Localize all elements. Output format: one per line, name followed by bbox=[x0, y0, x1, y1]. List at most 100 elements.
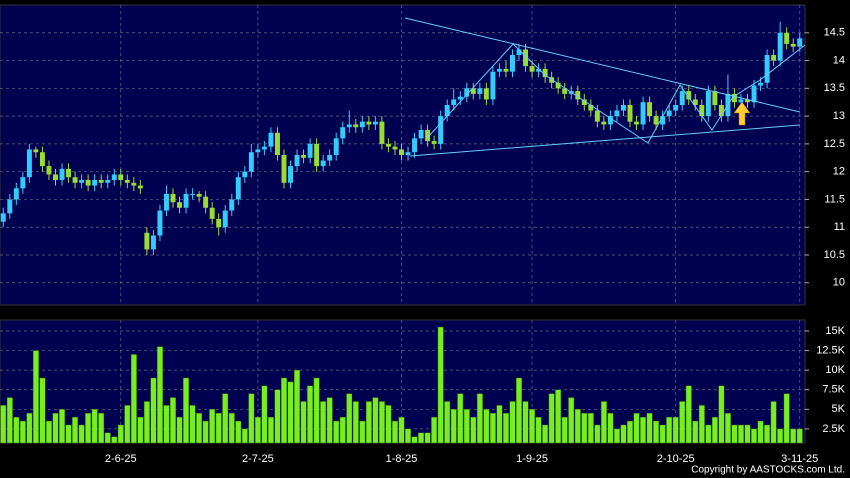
candle-body bbox=[451, 99, 457, 105]
volume-bar bbox=[130, 354, 137, 444]
volume-bar bbox=[672, 416, 679, 444]
volume-bar bbox=[594, 424, 601, 444]
volume-bar bbox=[281, 377, 287, 444]
candle-body bbox=[39, 152, 45, 167]
candle-body bbox=[118, 174, 124, 180]
volume-bar bbox=[457, 393, 464, 444]
volume-bar bbox=[385, 405, 392, 444]
volume-bar bbox=[698, 405, 705, 444]
candle-body bbox=[542, 68, 548, 78]
y-tick-label: 7.5K bbox=[822, 384, 845, 396]
candle-body bbox=[327, 155, 333, 161]
volume-bar bbox=[196, 413, 203, 444]
candle-body bbox=[712, 91, 718, 105]
candle-body bbox=[457, 96, 463, 100]
candle-body bbox=[353, 124, 359, 128]
candle-body bbox=[346, 124, 352, 128]
candle-body bbox=[562, 88, 568, 94]
volume-bar bbox=[150, 377, 157, 444]
candle-body bbox=[79, 180, 85, 183]
volume-bar bbox=[6, 397, 13, 444]
volume-bar bbox=[711, 416, 718, 444]
y-tick-label: 11.5 bbox=[824, 193, 845, 205]
candle-body bbox=[738, 99, 744, 103]
candle-body bbox=[764, 55, 770, 83]
candle-body bbox=[510, 55, 515, 72]
candle-body bbox=[516, 49, 522, 55]
volume-bar bbox=[718, 385, 725, 444]
volume-bar bbox=[398, 416, 405, 444]
volume-bar bbox=[685, 385, 692, 444]
volume-bar bbox=[679, 401, 686, 444]
volume-bar bbox=[143, 401, 150, 444]
volume-bar bbox=[59, 409, 65, 444]
x-tick-label: 1-8-25 bbox=[386, 453, 418, 465]
volume-bar bbox=[535, 416, 542, 444]
volume-bar bbox=[731, 424, 738, 444]
candle-body bbox=[699, 105, 705, 117]
x-tick-label: 2-10-25 bbox=[657, 453, 695, 465]
volume-bar bbox=[574, 409, 581, 444]
candle-body bbox=[281, 155, 287, 183]
volume-bar bbox=[209, 409, 216, 444]
candle-body bbox=[137, 185, 143, 189]
volume-bar bbox=[170, 397, 176, 444]
signal-arrow bbox=[733, 101, 751, 126]
volume-bar bbox=[437, 326, 444, 444]
candle-body bbox=[385, 143, 391, 147]
volume-bar bbox=[124, 405, 131, 444]
candle-body bbox=[555, 82, 561, 89]
volume-bar bbox=[91, 409, 98, 444]
volume-bar bbox=[509, 401, 516, 444]
volume-bar bbox=[183, 377, 190, 444]
volume-bar bbox=[633, 413, 640, 444]
candle-body bbox=[614, 110, 620, 117]
candle-body bbox=[288, 166, 293, 183]
candle-body bbox=[261, 146, 267, 150]
y-tick-label: 13.5 bbox=[824, 82, 845, 94]
volume-bar bbox=[783, 393, 790, 444]
candle-body bbox=[575, 91, 581, 100]
volume-bar bbox=[13, 416, 20, 444]
volume-bar bbox=[503, 413, 509, 444]
volume-bar bbox=[254, 416, 261, 444]
volume-bar bbox=[32, 350, 39, 444]
candle-body bbox=[372, 121, 378, 125]
candle-body bbox=[529, 66, 535, 72]
volume-bar bbox=[450, 409, 457, 444]
candle-body bbox=[124, 180, 130, 183]
candle-body bbox=[640, 102, 646, 125]
candle-body bbox=[229, 199, 235, 211]
candle-body bbox=[242, 171, 248, 178]
volume-bar bbox=[65, 424, 72, 444]
candle-body bbox=[536, 68, 542, 72]
trendlines bbox=[404, 17, 806, 157]
candle-body bbox=[274, 132, 280, 155]
volume-bar bbox=[489, 413, 496, 444]
volume-bar bbox=[444, 401, 451, 444]
volume-bar bbox=[764, 424, 771, 444]
volume-bar bbox=[770, 401, 777, 444]
candle-body bbox=[20, 177, 26, 189]
volume-bar bbox=[659, 424, 666, 444]
candle-body bbox=[268, 132, 274, 147]
candle-body bbox=[777, 32, 783, 61]
volume-bar bbox=[463, 409, 470, 444]
volume-bar bbox=[476, 393, 483, 444]
volume-bar bbox=[333, 420, 340, 444]
candle-body bbox=[26, 149, 32, 178]
volume-bar bbox=[411, 436, 418, 444]
volume-bar bbox=[529, 409, 536, 444]
candle-body bbox=[692, 99, 698, 105]
volume-bar bbox=[777, 428, 784, 444]
candle-body bbox=[196, 193, 202, 197]
volume-bar bbox=[496, 405, 503, 444]
candle-body bbox=[203, 196, 209, 208]
volume-bar bbox=[72, 416, 79, 444]
volume-bar bbox=[294, 369, 300, 444]
volume-bar bbox=[600, 401, 607, 444]
volume-bar bbox=[607, 413, 614, 444]
y-tick-label: 10K bbox=[825, 364, 845, 376]
volume-bar bbox=[646, 413, 653, 444]
